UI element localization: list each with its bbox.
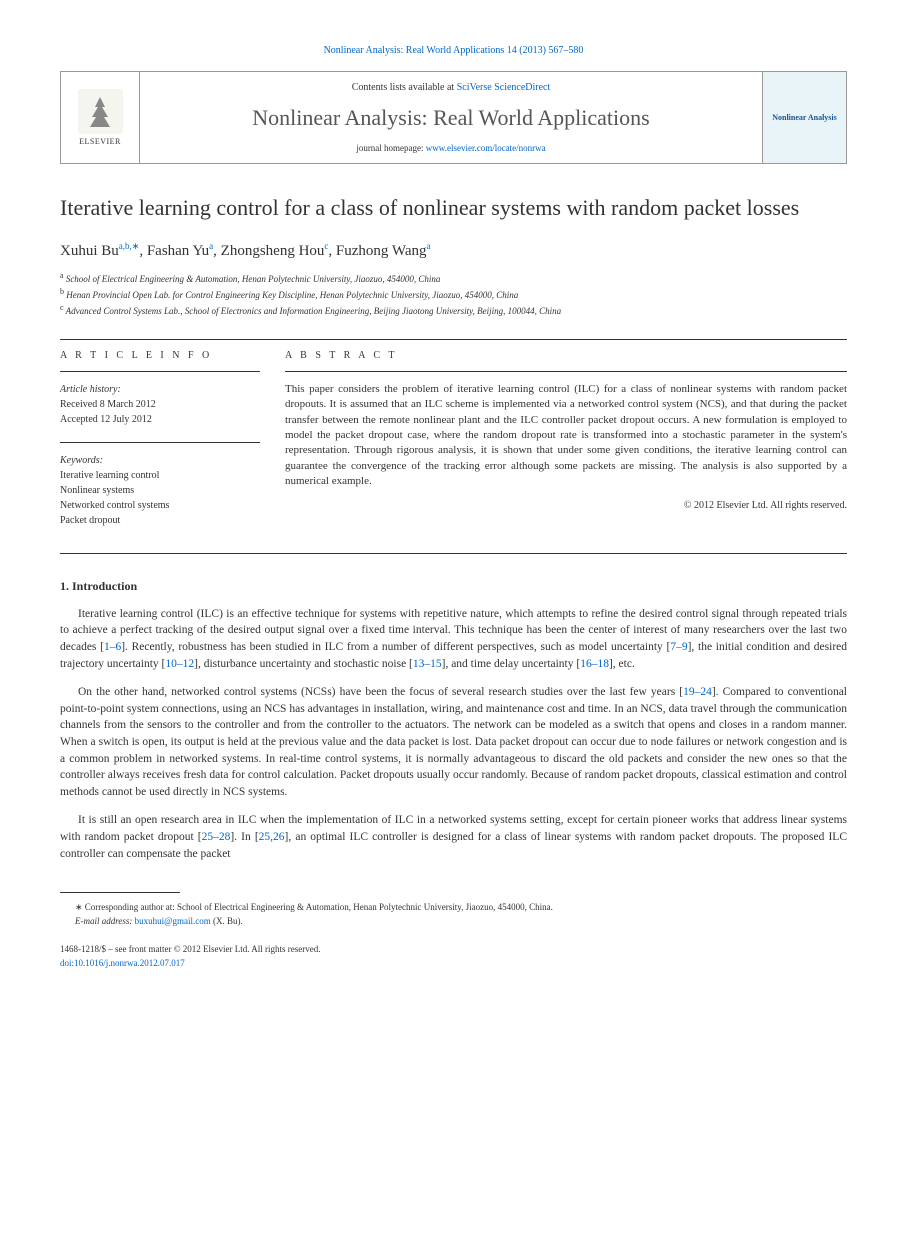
author-1-affil: a,b,∗ bbox=[119, 241, 140, 251]
corr-text: Corresponding author at: School of Elect… bbox=[85, 902, 553, 912]
doi-line: doi:10.1016/j.nonrwa.2012.07.017 bbox=[60, 957, 847, 971]
article-info-header: A R T I C L E I N F O bbox=[60, 350, 260, 361]
keywords-label: Keywords: bbox=[60, 453, 260, 468]
footer-divider bbox=[60, 892, 180, 893]
keywords-block: Keywords: Iterative learning control Non… bbox=[60, 453, 260, 528]
article-history: Article history: Received 8 March 2012 A… bbox=[60, 382, 260, 427]
keyword-1: Iterative learning control bbox=[60, 468, 260, 483]
bottom-info: 1468-1218/$ – see front matter © 2012 El… bbox=[60, 943, 847, 970]
intro-para-2: On the other hand, networked control sys… bbox=[60, 684, 847, 801]
author-1: Xuhui Bu bbox=[60, 243, 119, 259]
author-3: , Zhongsheng Hou bbox=[213, 243, 324, 259]
journal-header-box: ELSEVIER Contents lists available at Sci… bbox=[60, 71, 847, 164]
header-divider bbox=[60, 339, 847, 340]
accepted-date: Accepted 12 July 2012 bbox=[60, 412, 260, 427]
email-footnote: E-mail address: buxuhui@gmail.com (X. Bu… bbox=[75, 915, 847, 929]
keyword-3: Networked control systems bbox=[60, 498, 260, 513]
citation-1-6[interactable]: 1–6 bbox=[104, 641, 121, 653]
elsevier-text: ELSEVIER bbox=[79, 137, 121, 146]
section-1-title: 1. Introduction bbox=[60, 579, 847, 594]
elsevier-logo: ELSEVIER bbox=[61, 72, 140, 163]
received-date: Received 8 March 2012 bbox=[60, 397, 260, 412]
citation-19-24[interactable]: 19–24 bbox=[683, 686, 712, 698]
info-abstract-row: A R T I C L E I N F O Article history: R… bbox=[60, 350, 847, 543]
intro-para-1: Iterative learning control (ILC) is an e… bbox=[60, 606, 847, 673]
journal-reference: Nonlinear Analysis: Real World Applicati… bbox=[60, 45, 847, 56]
citation-25-28[interactable]: 25–28 bbox=[202, 831, 231, 843]
journal-cover-thumbnail: Nonlinear Analysis bbox=[762, 72, 846, 163]
keyword-4: Packet dropout bbox=[60, 513, 260, 528]
contents-available: Contents lists available at SciVerse Sci… bbox=[155, 82, 747, 93]
contents-prefix: Contents lists available at bbox=[352, 82, 457, 93]
doi-value[interactable]: 10.1016/j.nonrwa.2012.07.017 bbox=[74, 958, 185, 968]
abstract-end-divider bbox=[60, 553, 847, 554]
abstract-header: A B S T R A C T bbox=[285, 350, 847, 361]
doi-label: doi: bbox=[60, 958, 74, 968]
affiliation-c: c Advanced Control Systems Lab., School … bbox=[60, 302, 847, 318]
citation-7-9[interactable]: 7–9 bbox=[670, 641, 687, 653]
author-4: , Fuzhong Wang bbox=[328, 243, 426, 259]
affiliations: a School of Electrical Engineering & Aut… bbox=[60, 270, 847, 319]
corresponding-author-note: ∗ Corresponding author at: School of Ele… bbox=[75, 901, 847, 915]
corr-marker: ∗ bbox=[75, 902, 85, 912]
intro-para-3: It is still an open research area in ILC… bbox=[60, 812, 847, 862]
journal-homepage: journal homepage: www.elsevier.com/locat… bbox=[155, 143, 747, 153]
citation-10-12[interactable]: 10–12 bbox=[165, 658, 194, 670]
sciencedirect-link[interactable]: SciVerse ScienceDirect bbox=[457, 82, 551, 93]
info-divider-1 bbox=[60, 371, 260, 372]
article-title: Iterative learning control for a class o… bbox=[60, 194, 847, 223]
elsevier-tree-icon bbox=[78, 89, 123, 134]
author-4-affil: a bbox=[427, 241, 431, 251]
page-container: Nonlinear Analysis: Real World Applicati… bbox=[0, 0, 907, 1010]
journal-title: Nonlinear Analysis: Real World Applicati… bbox=[155, 105, 747, 131]
citation-25-26[interactable]: 25,26 bbox=[259, 831, 285, 843]
author-2: , Fashan Yu bbox=[139, 243, 209, 259]
abstract-divider bbox=[285, 371, 847, 372]
citation-16-18[interactable]: 16–18 bbox=[580, 658, 609, 670]
authors-list: Xuhui Bua,b,∗, Fashan Yu a , Zhongsheng Ho… bbox=[60, 241, 847, 260]
email-link[interactable]: buxuhui@gmail.com bbox=[135, 916, 211, 926]
article-info-column: A R T I C L E I N F O Article history: R… bbox=[60, 350, 260, 543]
abstract-text: This paper considers the problem of iter… bbox=[285, 382, 847, 490]
copyright-notice: © 2012 Elsevier Ltd. All rights reserved… bbox=[285, 500, 847, 511]
homepage-link[interactable]: www.elsevier.com/locate/nonrwa bbox=[426, 143, 546, 153]
issn-line: 1468-1218/$ – see front matter © 2012 El… bbox=[60, 943, 847, 957]
email-label: E-mail address: bbox=[75, 916, 135, 926]
email-suffix: (X. Bu). bbox=[211, 916, 243, 926]
history-label: Article history: bbox=[60, 382, 260, 397]
affiliation-a: a School of Electrical Engineering & Aut… bbox=[60, 270, 847, 286]
keyword-2: Nonlinear systems bbox=[60, 483, 260, 498]
homepage-prefix: journal homepage: bbox=[356, 143, 425, 153]
affiliation-b: b Henan Provincial Open Lab. for Control… bbox=[60, 286, 847, 302]
citation-13-15[interactable]: 13–15 bbox=[413, 658, 442, 670]
info-divider-2 bbox=[60, 442, 260, 443]
header-center: Contents lists available at SciVerse Sci… bbox=[140, 72, 762, 163]
abstract-column: A B S T R A C T This paper considers the… bbox=[285, 350, 847, 543]
